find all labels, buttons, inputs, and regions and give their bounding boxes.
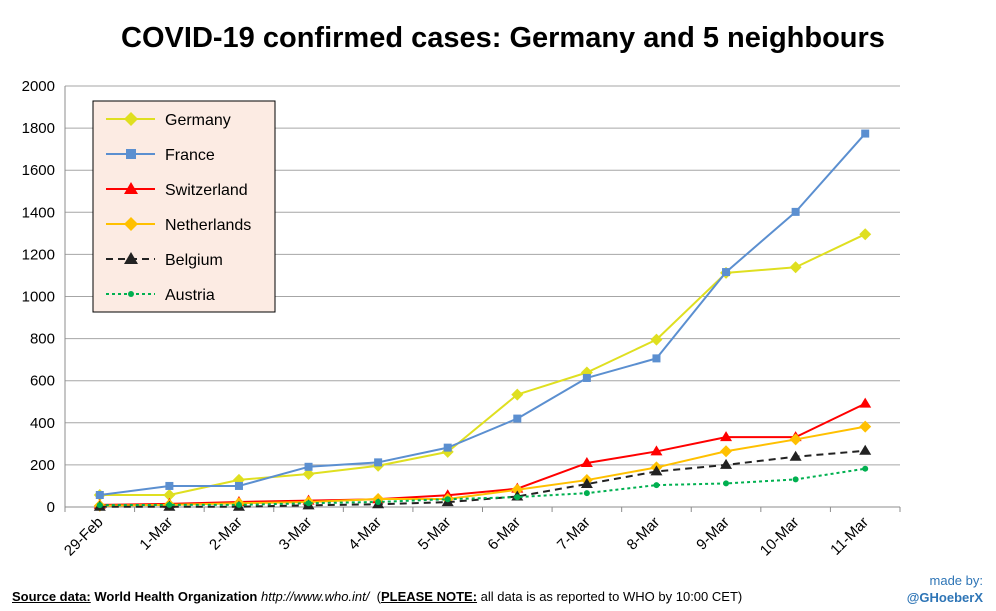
data-point-switzerland-9 [720, 431, 733, 442]
data-point-switzerland-7 [580, 457, 593, 468]
x-tick-label-1: 1-Mar [136, 514, 176, 554]
x-tick-label-0: 29-Feb [61, 514, 107, 560]
series-line-germany [99, 233, 866, 497]
data-point-austria-5 [444, 496, 451, 503]
data-point-netherlands-11 [859, 420, 872, 433]
data-point-austria-1 [166, 501, 173, 508]
y-tick-label-7: 1400 [22, 204, 55, 221]
data-point-germany-3 [302, 467, 315, 480]
y-tick-label-1: 200 [30, 457, 55, 474]
data-point-france-2 [234, 481, 243, 490]
series-line-switzerland [99, 402, 866, 506]
data-point-austria-3 [305, 500, 312, 507]
data-point-belgium-10 [789, 450, 802, 461]
author-handle: @GHoeberX [906, 590, 983, 605]
y-tick-label-5: 1000 [22, 289, 55, 306]
data-point-france-9 [722, 268, 731, 277]
y-tick-label-3: 600 [30, 373, 55, 390]
data-point-belgium-7 [580, 478, 593, 489]
source-url[interactable]: http://www.who.int/ [261, 589, 370, 604]
data-point-france-10 [791, 207, 800, 216]
x-tick-label-7: 7-Mar [554, 514, 594, 554]
series-line-france [99, 132, 866, 496]
data-point-austria-7 [583, 490, 590, 497]
y-tick-label-10: 2000 [22, 78, 55, 95]
legend-label-netherlands: Netherlands [165, 217, 251, 234]
x-tick-label-11: 11-Mar [827, 514, 872, 559]
data-point-germany-8 [650, 333, 663, 346]
x-tick-label-10: 10-Mar [757, 514, 803, 560]
source-footer: Source data: World Health Organization h… [12, 589, 743, 604]
data-point-austria-8 [653, 482, 660, 489]
data-point-france-4 [374, 458, 383, 467]
legend-label-belgium: Belgium [165, 252, 223, 269]
legend-label-switzerland: Switzerland [165, 182, 248, 199]
legend-label-france: France [165, 147, 215, 164]
x-tick-label-2: 2-Mar [206, 514, 246, 554]
source-label: Source data: [12, 589, 91, 604]
x-tick-label-9: 9-Mar [693, 514, 733, 554]
series-line-austria [99, 467, 866, 507]
data-point-france-7 [582, 373, 591, 382]
y-tick-label-4: 800 [30, 331, 55, 348]
legend-label-austria: Austria [165, 287, 215, 304]
data-point-netherlands-6 [511, 483, 524, 496]
data-point-france-0 [95, 491, 104, 500]
y-tick-label-9: 1800 [22, 120, 55, 137]
data-point-netherlands-10 [789, 433, 802, 446]
legend-marker-germany [124, 112, 138, 126]
data-point-austria-9 [723, 480, 730, 487]
legend-marker-netherlands [124, 217, 138, 231]
data-point-belgium-8 [650, 465, 663, 476]
x-tick-label-5: 5-Mar [415, 514, 455, 554]
legend-marker-belgium [124, 252, 138, 264]
series [93, 129, 872, 512]
credit: made by: @GHoeberX [907, 572, 983, 606]
made-by-label: made by: [929, 573, 983, 588]
y-tick-label-8: 1600 [22, 162, 55, 179]
data-point-germany-10 [789, 261, 802, 274]
x-tick-label-8: 8-Mar [624, 514, 664, 554]
note-text: all data is as reported to WHO by 10:00 … [480, 589, 738, 604]
data-point-france-1 [165, 481, 174, 490]
data-point-netherlands-9 [720, 445, 733, 458]
legend-marker-france [126, 149, 136, 159]
data-point-germany-6 [511, 388, 524, 401]
data-point-belgium-9 [720, 458, 733, 469]
x-tick-label-3: 3-Mar [276, 514, 316, 554]
legend: Germany France Switzerland Netherlands Belgi… [92, 100, 276, 313]
y-tick-label-0: 0 [47, 499, 55, 516]
data-point-austria-4 [375, 498, 382, 505]
data-point-belgium-11 [859, 444, 872, 455]
series-line-belgium [99, 449, 866, 508]
data-point-france-3 [304, 462, 313, 471]
data-point-austria-11 [862, 465, 869, 472]
data-point-france-8 [652, 354, 661, 363]
legend-marker-switzerland [124, 182, 138, 194]
y-tick-label-6: 1200 [22, 246, 55, 263]
data-point-austria-10 [792, 476, 799, 483]
data-point-france-6 [513, 414, 522, 423]
data-point-austria-0 [96, 502, 103, 509]
data-point-germany-1 [163, 489, 176, 502]
data-point-france-11 [861, 129, 870, 138]
legend-label-germany: Germany [165, 112, 231, 129]
data-point-germany-11 [859, 228, 872, 241]
data-point-france-5 [443, 443, 452, 452]
legend-marker-austria [128, 291, 134, 297]
note-label: PLEASE NOTE: [380, 589, 478, 604]
y-tick-label-2: 400 [30, 415, 55, 432]
series-line-netherlands [99, 425, 866, 507]
x-tick-label-6: 6-Mar [484, 514, 524, 554]
data-point-austria-2 [235, 501, 242, 508]
x-tick-label-4: 4-Mar [345, 514, 385, 554]
source-name: World Health Organization [94, 589, 258, 604]
legend-box [92, 100, 276, 313]
data-point-switzerland-11 [859, 397, 872, 408]
data-point-switzerland-8 [650, 445, 663, 456]
data-point-austria-6 [514, 494, 521, 501]
chart-title: COVID-19 confirmed cases: Germany and 5 … [121, 22, 885, 54]
